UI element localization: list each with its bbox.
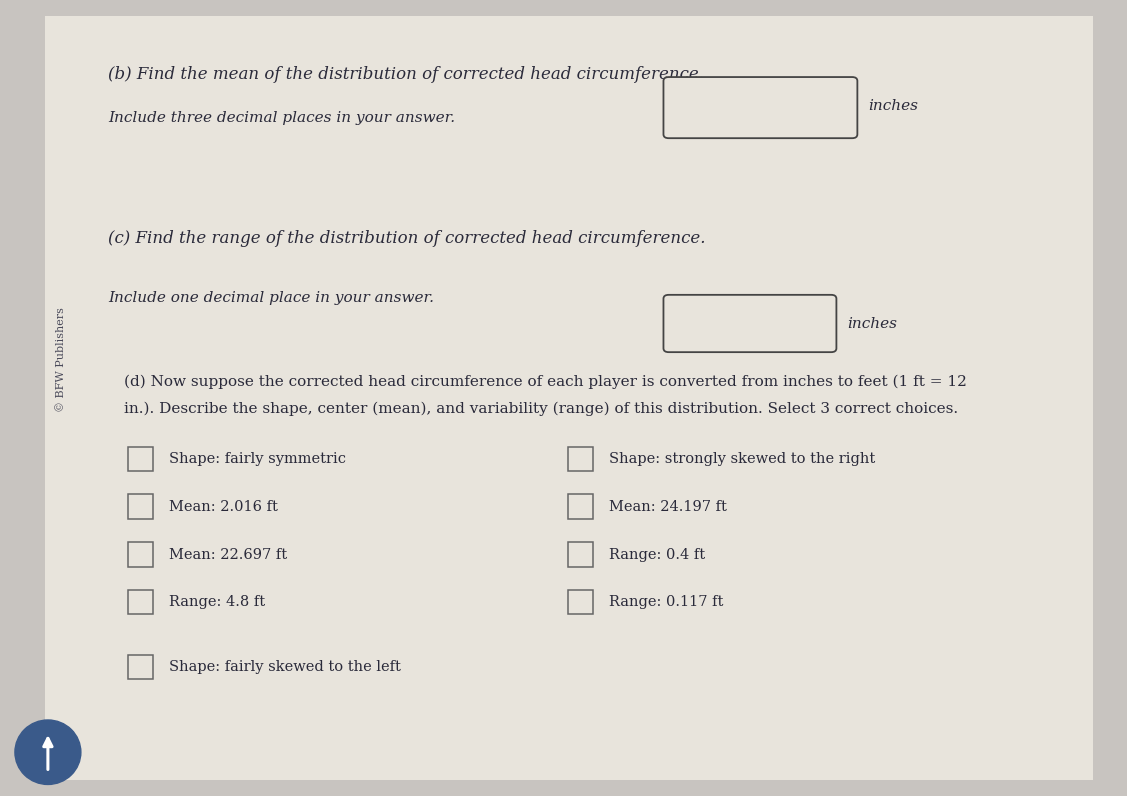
FancyBboxPatch shape	[568, 494, 593, 519]
FancyBboxPatch shape	[568, 590, 593, 615]
Text: (c) Find the range of the distribution of corrected head circumference.: (c) Find the range of the distribution o…	[108, 230, 706, 247]
Text: Mean: 22.697 ft: Mean: 22.697 ft	[169, 548, 287, 562]
Text: Mean: 24.197 ft: Mean: 24.197 ft	[609, 500, 727, 513]
Text: Range: 4.8 ft: Range: 4.8 ft	[169, 595, 265, 609]
FancyBboxPatch shape	[568, 542, 593, 567]
Circle shape	[15, 720, 81, 785]
FancyBboxPatch shape	[127, 590, 153, 615]
Text: Shape: fairly skewed to the left: Shape: fairly skewed to the left	[169, 660, 400, 674]
Text: (d) Now suppose the corrected head circumference of each player is converted fro: (d) Now suppose the corrected head circu…	[124, 375, 967, 389]
Text: Range: 0.4 ft: Range: 0.4 ft	[609, 548, 706, 562]
FancyBboxPatch shape	[45, 16, 1093, 780]
FancyBboxPatch shape	[127, 655, 153, 679]
Text: Shape: strongly skewed to the right: Shape: strongly skewed to the right	[609, 452, 876, 466]
Text: Shape: fairly symmetric: Shape: fairly symmetric	[169, 452, 346, 466]
Text: in.). Describe the shape, center (mean), and variability (range) of this distrib: in.). Describe the shape, center (mean),…	[124, 402, 958, 416]
FancyBboxPatch shape	[127, 494, 153, 519]
FancyBboxPatch shape	[568, 447, 593, 471]
Text: (b) Find the mean of the distribution of corrected head circumference.: (b) Find the mean of the distribution of…	[108, 65, 704, 83]
FancyBboxPatch shape	[127, 447, 153, 471]
FancyBboxPatch shape	[664, 295, 836, 352]
Text: Range: 0.117 ft: Range: 0.117 ft	[609, 595, 724, 609]
Text: © BFW Publishers: © BFW Publishers	[56, 307, 65, 412]
Text: Include one decimal place in your answer.: Include one decimal place in your answer…	[108, 291, 434, 305]
Text: Mean: 2.016 ft: Mean: 2.016 ft	[169, 500, 277, 513]
FancyBboxPatch shape	[127, 542, 153, 567]
Text: inches: inches	[868, 99, 917, 113]
Text: Include three decimal places in your answer.: Include three decimal places in your ans…	[108, 111, 455, 126]
Text: inches: inches	[846, 317, 897, 331]
FancyBboxPatch shape	[664, 77, 858, 139]
